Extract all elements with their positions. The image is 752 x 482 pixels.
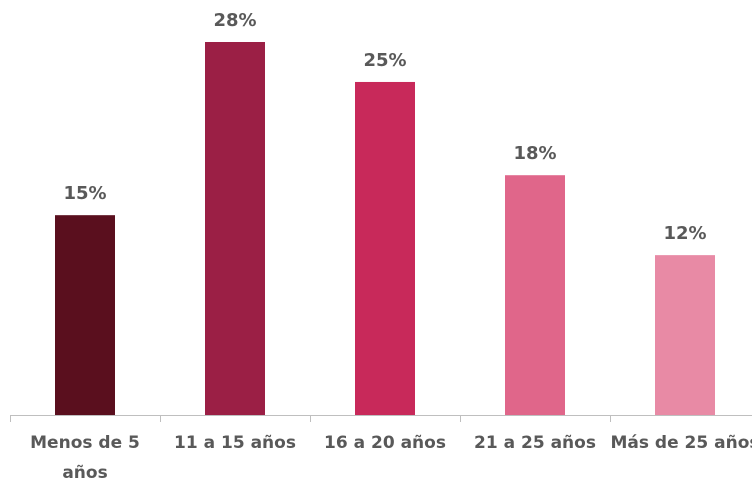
- bar: [505, 175, 565, 415]
- x-tick-label: Menos de 5 años: [30, 433, 140, 482]
- data-label: 18%: [513, 143, 556, 164]
- x-tick-label: Más de 25 años: [610, 433, 752, 453]
- data-label: 28%: [213, 10, 256, 31]
- bar: [55, 215, 115, 415]
- data-label: 15%: [63, 183, 106, 204]
- bar: [655, 255, 715, 415]
- data-label: 25%: [363, 50, 406, 71]
- bar: [355, 81, 415, 415]
- x-tick-label: 21 a 25 años: [474, 433, 596, 453]
- data-label: 12%: [663, 223, 706, 244]
- x-tick-label: 11 a 15 años: [174, 433, 296, 453]
- x-tick-label: 16 a 20 años: [324, 433, 446, 453]
- bar: [205, 42, 265, 415]
